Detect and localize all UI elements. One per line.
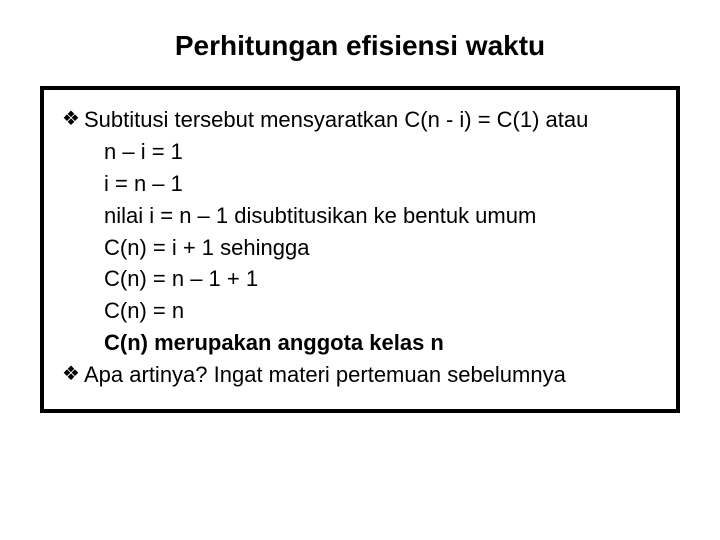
list-item-text: Subtitusi tersebut mensyaratkan C(n - i)…: [84, 104, 658, 136]
bullet-icon: ❖: [62, 104, 84, 134]
list-item: ❖ Subtitusi tersebut mensyaratkan C(n - …: [62, 104, 658, 136]
page-title: Perhitungan efisiensi waktu: [40, 30, 680, 62]
sub-line: C(n) = n: [62, 295, 658, 327]
sub-line: i = n – 1: [62, 168, 658, 200]
sub-line: nilai i = n – 1 disubtitusikan ke bentuk…: [62, 200, 658, 232]
sub-line: n – i = 1: [62, 136, 658, 168]
sub-line-bold: C(n) merupakan anggota kelas n: [62, 327, 658, 359]
content-box: ❖ Subtitusi tersebut mensyaratkan C(n - …: [40, 86, 680, 413]
bullet-icon: ❖: [62, 359, 84, 389]
sub-line: C(n) = n – 1 + 1: [62, 263, 658, 295]
list-item: ❖ Apa artinya? Ingat materi pertemuan se…: [62, 359, 658, 391]
sub-line: C(n) = i + 1 sehingga: [62, 232, 658, 264]
list-item-text: Apa artinya? Ingat materi pertemuan sebe…: [84, 359, 658, 391]
